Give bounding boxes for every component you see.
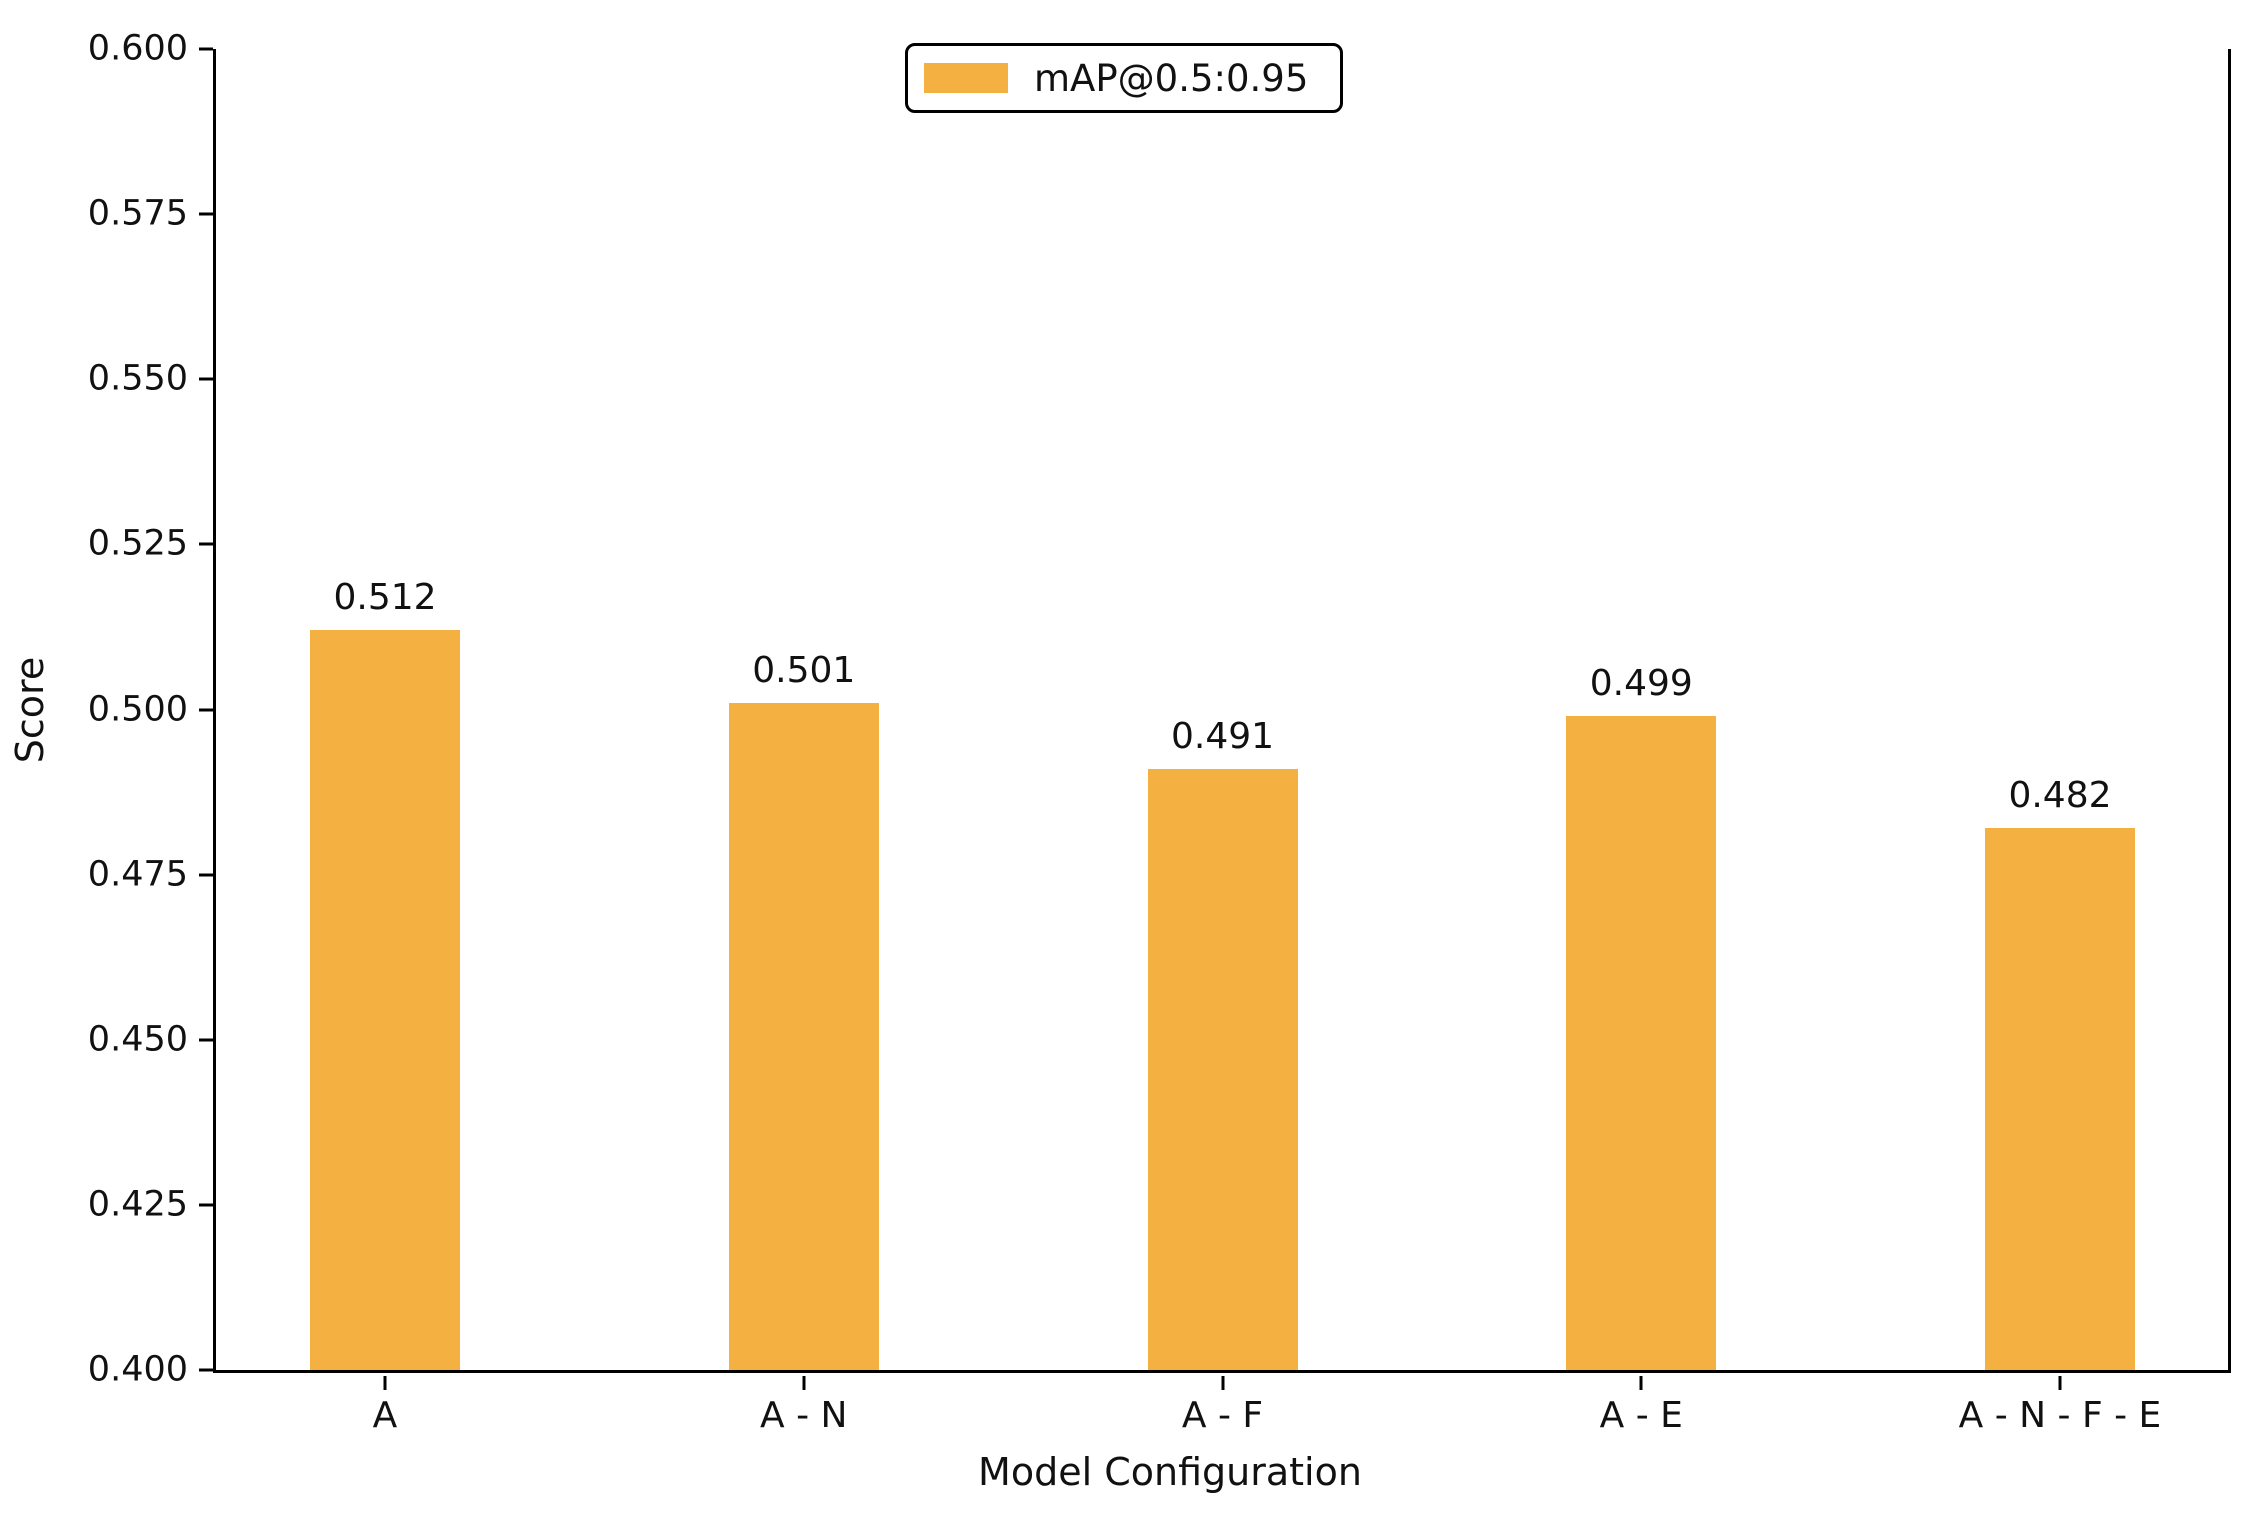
bar-A xyxy=(310,630,460,1370)
ytick-mark xyxy=(199,1368,213,1372)
ytick-label: 0.600 xyxy=(87,28,188,69)
bar-A-N xyxy=(728,702,879,1370)
bar-A-F xyxy=(1147,768,1298,1370)
xtick-label: A - N xyxy=(760,1395,848,1436)
xtick-mark xyxy=(383,1376,387,1390)
legend-label: mAP@0.5:0.95 xyxy=(1034,56,1309,100)
bar-value-label: 0.512 xyxy=(333,577,437,619)
ytick-label: 0.575 xyxy=(87,193,188,234)
ytick-label: 0.550 xyxy=(87,358,188,399)
ytick-mark xyxy=(199,377,213,381)
ytick-mark xyxy=(199,873,213,877)
ytick-mark xyxy=(199,1038,213,1042)
x-axis-label: Model Configuration xyxy=(978,1450,1362,1494)
bar-value-label: 0.501 xyxy=(752,649,856,691)
bar-A-N-F-E xyxy=(1984,828,2135,1370)
ytick-label: 0.525 xyxy=(87,523,188,564)
xtick-label: A xyxy=(372,1395,398,1436)
ytick-mark xyxy=(199,542,213,546)
ytick-label: 0.425 xyxy=(87,1184,188,1225)
ytick-mark xyxy=(199,47,213,51)
bar-value-label: 0.491 xyxy=(1170,715,1275,757)
ytick-mark xyxy=(199,1203,213,1207)
bar-A-E xyxy=(1566,716,1717,1370)
bar-value-label: 0.499 xyxy=(1589,663,1693,705)
xtick-mark xyxy=(2058,1376,2062,1390)
ytick-mark xyxy=(199,212,213,216)
xtick-mark xyxy=(802,1376,806,1390)
xtick-label: A - N - F - E xyxy=(1958,1395,2162,1436)
ytick-mark xyxy=(199,708,213,711)
plot-area: 0.600 0.575 0.550 0.525 0.500 0.475 0.450 0.425… xyxy=(88,31,2231,1434)
ytick-label: 0.450 xyxy=(87,1019,188,1060)
xtick-mark xyxy=(1639,1376,1643,1390)
legend-swatch-icon xyxy=(924,63,1008,93)
y-axis-label: Score xyxy=(8,656,52,764)
ytick-label: 0.400 xyxy=(87,1349,188,1390)
xtick-mark xyxy=(1221,1376,1224,1390)
legend: mAP@0.5:0.95 xyxy=(905,43,1343,113)
ytick-label: 0.500 xyxy=(87,689,188,729)
xtick-label: A - F xyxy=(1181,1395,1264,1436)
ytick-label: 0.475 xyxy=(87,854,188,895)
bar-value-label: 0.482 xyxy=(2008,775,2112,817)
xtick-label: A - E xyxy=(1599,1395,1683,1436)
